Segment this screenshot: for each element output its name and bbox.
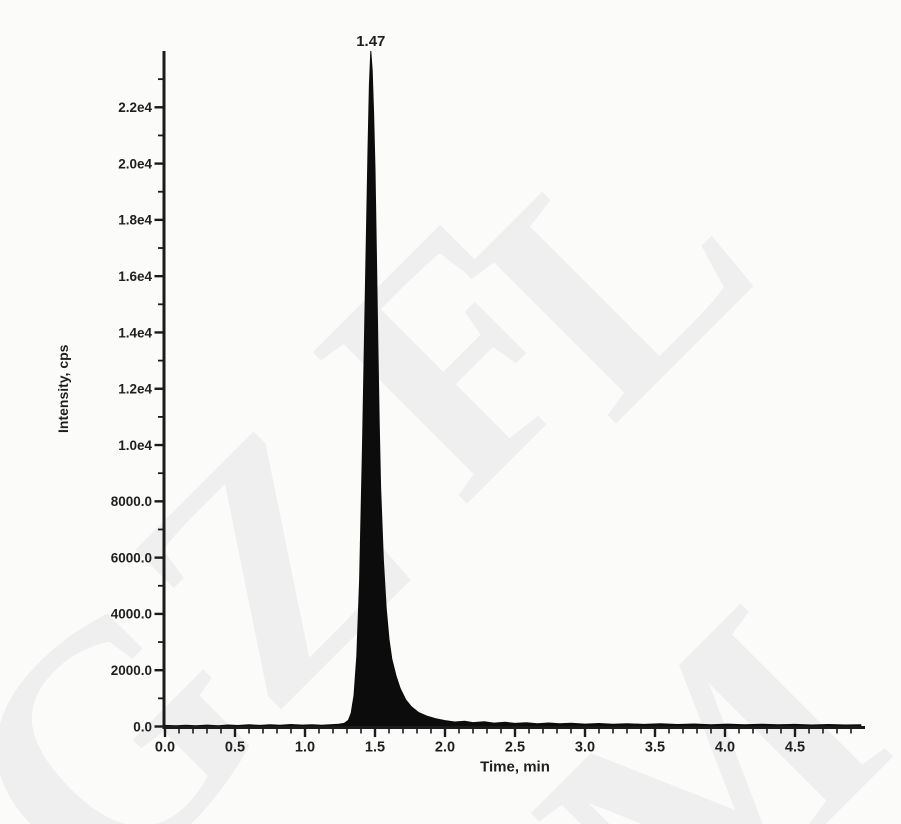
y-tick-label: 1.2e4 (118, 382, 152, 397)
x-tick-label: 2.0 (435, 740, 455, 756)
y-tick-label: 0.0 (133, 719, 152, 734)
x-tick-label: 3.0 (575, 740, 595, 756)
y-tick-label: 2.0e4 (118, 156, 152, 171)
x-tick-label: 1.5 (365, 740, 385, 756)
x-tick-label: 4.5 (785, 740, 805, 756)
y-tick-label: 8000.0 (111, 494, 152, 509)
x-tick-label: 0.5 (225, 740, 245, 756)
y-tick-label: 1.4e4 (118, 325, 152, 340)
peak-label: 1.47 (356, 33, 385, 50)
x-tick-label: 2.5 (505, 740, 525, 756)
x-tick-label: 0.0 (155, 740, 175, 756)
y-tick-label: 6000.0 (111, 550, 152, 565)
y-tick-label: 1.0e4 (118, 438, 152, 453)
y-tick-label: 2.2e4 (118, 100, 152, 115)
x-tick-label: 1.0 (295, 740, 315, 756)
chromatogram-trace (164, 50, 862, 727)
x-tick-label: 3.5 (645, 740, 665, 756)
y-tick-label: 4000.0 (111, 607, 152, 622)
x-tick-label: 4.0 (715, 740, 735, 756)
x-axis-title: Time, min (480, 759, 550, 776)
y-tick-label: 1.8e4 (118, 213, 152, 228)
y-tick-label: 2000.0 (111, 663, 152, 678)
y-tick-label: 1.6e4 (118, 269, 152, 284)
y-axis-title: Intensity, cps (55, 344, 71, 433)
